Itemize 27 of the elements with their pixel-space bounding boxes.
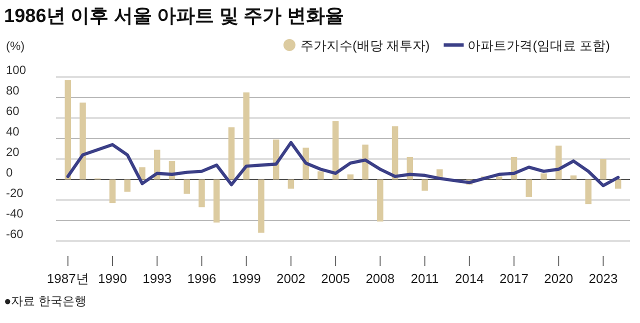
x-tick-label: 1990 [98,271,127,286]
y-tick-label: 80 [6,84,20,98]
x-tick-label: 1996 [187,271,216,286]
text: ●자료 한국은행 [4,294,87,308]
y-axis-title: (%) [6,39,25,53]
legend-label: 아파트가격(임대료 포함) [468,38,610,53]
x-tick-label: 1993 [142,271,172,286]
x-tick-label: 2002 [276,271,306,286]
x-tick-label: 2023 [588,271,618,286]
x-tick-label: 2014 [454,271,484,286]
x-tick-label: 1999 [232,271,261,286]
y-tick-label: 60 [6,104,20,118]
legend-label: 주가지수(배당 재투자) [300,38,430,53]
x-tick-label: 2017 [500,271,528,286]
y-tick-label: -20 [6,186,24,200]
x-tick-label: 2020 [544,271,574,286]
y-tick-label: 20 [6,145,20,159]
y-tick-label: 40 [6,124,20,138]
x-tick-label: 2005 [321,271,350,286]
y-tick-label: 0 [6,166,13,180]
x-tick-label: 2008 [366,271,395,286]
y-tick-label: -40 [6,206,24,220]
x-tick-label: 2011 [410,271,439,286]
chart-title: 1986년 이후 서울 아파트 및 주가 변화율 [4,6,344,27]
y-tick-label: 100 [6,63,26,77]
y-tick-label: -60 [6,227,24,241]
x-tick-label: 1987년 [46,271,89,286]
